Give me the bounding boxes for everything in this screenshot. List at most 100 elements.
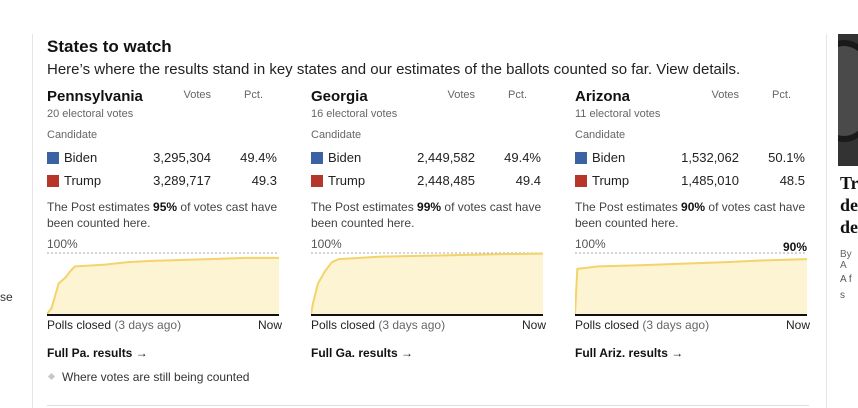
col-header-pct: Pct. xyxy=(772,89,791,101)
biden-color-swatch xyxy=(311,152,323,164)
full-results-link[interactable]: Full Ga. results → xyxy=(311,346,414,360)
vote-count: 3,289,717 xyxy=(153,173,211,188)
state-card-arizona: Arizona 11 electoral votes Candidate Vot… xyxy=(575,88,810,378)
estimate-pct: 95% xyxy=(153,200,178,214)
candidate-row-biden: Biden 3,295,304 49.4% xyxy=(47,149,279,167)
polls-closed-text: Polls closed xyxy=(311,318,376,332)
related-story-bullet: A f s xyxy=(840,274,852,301)
candidate-name: Trump xyxy=(64,173,102,188)
state-card-georgia: Georgia 16 electoral votes Candidate Vot… xyxy=(311,88,546,378)
state-card-pennsylvania: Pennsylvania 20 electoral votes Candidat… xyxy=(47,88,282,378)
candidate-name: Trump xyxy=(592,173,630,188)
state-name: Pennsylvania xyxy=(47,88,143,105)
footnote-text: Where votes are still being counted xyxy=(62,370,250,384)
candidate-name: Trump xyxy=(328,173,366,188)
trump-color-swatch xyxy=(311,175,323,187)
col-header-candidate: Candidate xyxy=(311,129,362,141)
left-column-fragment: se xyxy=(0,290,13,304)
estimate-text-end: of votes cast have been counted here. xyxy=(575,200,806,230)
candidate-row-biden: Biden 1,532,062 50.1% xyxy=(575,149,807,167)
counted-area xyxy=(47,257,279,314)
col-header-candidate: Candidate xyxy=(47,129,98,141)
left-divider xyxy=(32,34,33,408)
counted-estimate: The Post estimates 99% of votes cast hav… xyxy=(311,199,543,231)
photo-shape xyxy=(838,40,858,142)
diamond-icon xyxy=(47,373,56,381)
chart-100-label: 100% xyxy=(311,237,342,251)
chart-pct-label: 90% xyxy=(782,240,807,254)
trump-color-swatch xyxy=(47,175,59,187)
section-title: States to watch xyxy=(47,37,172,56)
electoral-votes: 11 electoral votes xyxy=(575,108,661,120)
vote-count: 2,448,485 xyxy=(417,173,475,188)
estimate-pct: 99% xyxy=(417,200,442,214)
candidate-row-trump: Trump 1,485,010 48.5 xyxy=(575,172,807,190)
now-label: Now xyxy=(257,318,282,332)
biden-color-swatch xyxy=(47,152,59,164)
polls-ago-text: (3 days ago) xyxy=(642,318,710,332)
counted-estimate: The Post estimates 95% of votes cast hav… xyxy=(47,199,279,231)
counted-estimate: The Post estimates 90% of votes cast hav… xyxy=(575,199,807,231)
counted-line xyxy=(575,258,807,315)
col-header-votes: Votes xyxy=(183,89,211,101)
counting-progress-chart: 100% xyxy=(311,236,543,316)
counted-area xyxy=(575,259,807,314)
related-story-headline[interactable]: Tr de de xyxy=(840,173,858,237)
vote-pct: 49.4% xyxy=(240,150,277,165)
candidate-row-biden: Biden 2,449,582 49.4% xyxy=(311,149,543,167)
vote-pct: 50.1% xyxy=(768,150,805,165)
estimate-text: The Post estimates xyxy=(47,200,154,214)
vote-pct: 48.5 xyxy=(779,173,805,188)
state-name: Arizona xyxy=(575,88,631,105)
vote-pct: 49.4% xyxy=(504,150,541,165)
state-name: Georgia xyxy=(311,88,368,105)
polls-ago-text: (3 days ago) xyxy=(114,318,182,332)
section-subtitle: Here’s where the results stand in key st… xyxy=(47,61,741,78)
candidate-name: Biden xyxy=(64,150,98,165)
now-label: Now xyxy=(521,318,546,332)
candidate-name: Biden xyxy=(592,150,626,165)
counted-line xyxy=(311,252,543,315)
candidate-name: Biden xyxy=(328,150,362,165)
vote-count: 1,532,062 xyxy=(681,150,739,165)
full-results-link[interactable]: Full Ariz. results → xyxy=(575,346,684,360)
col-header-pct: Pct. xyxy=(508,89,527,101)
col-header-pct: Pct. xyxy=(244,89,263,101)
polls-closed-label: Polls closed (3 days ago) xyxy=(575,318,709,332)
polls-ago-text: (3 days ago) xyxy=(378,318,446,332)
counted-area xyxy=(311,253,543,314)
vote-count: 1,485,010 xyxy=(681,173,739,188)
right-divider xyxy=(826,34,827,408)
counted-line xyxy=(47,256,279,315)
estimate-text-end: of votes cast have been counted here. xyxy=(47,200,278,230)
polls-closed-label: Polls closed (3 days ago) xyxy=(311,318,445,332)
vote-count: 2,449,582 xyxy=(417,150,475,165)
trump-color-swatch xyxy=(575,175,587,187)
electoral-votes: 16 electoral votes xyxy=(311,108,398,120)
full-results-link[interactable]: Full Pa. results → xyxy=(47,346,148,360)
vote-count: 3,295,304 xyxy=(153,150,211,165)
counting-progress-chart: 100% 90% xyxy=(575,236,807,316)
estimate-text: The Post estimates xyxy=(311,200,418,214)
vote-pct: 49.4 xyxy=(515,173,541,188)
legend-footnote: Where votes are still being counted xyxy=(47,370,249,384)
candidate-row-trump: Trump 3,289,717 49.3 xyxy=(47,172,279,190)
polls-closed-label: Polls closed (3 days ago) xyxy=(47,318,181,332)
electoral-votes: 20 electoral votes xyxy=(47,108,134,120)
progress-chart-svg xyxy=(311,252,543,316)
counting-progress-chart: 100% xyxy=(47,236,279,316)
polls-closed-text: Polls closed xyxy=(47,318,112,332)
biden-color-swatch xyxy=(575,152,587,164)
vote-pct: 49.3 xyxy=(251,173,277,188)
col-header-votes: Votes xyxy=(711,89,739,101)
related-story-thumbnail[interactable] xyxy=(838,34,858,166)
progress-chart-svg xyxy=(47,252,279,316)
bottom-divider xyxy=(47,405,809,406)
col-header-candidate: Candidate xyxy=(575,129,626,141)
estimate-text: The Post estimates xyxy=(575,200,682,214)
candidate-row-trump: Trump 2,448,485 49.4 xyxy=(311,172,543,190)
progress-chart-svg xyxy=(575,252,807,316)
chart-100-label: 100% xyxy=(575,237,606,251)
col-header-votes: Votes xyxy=(447,89,475,101)
estimate-text-end: of votes cast have been counted here. xyxy=(311,200,542,230)
